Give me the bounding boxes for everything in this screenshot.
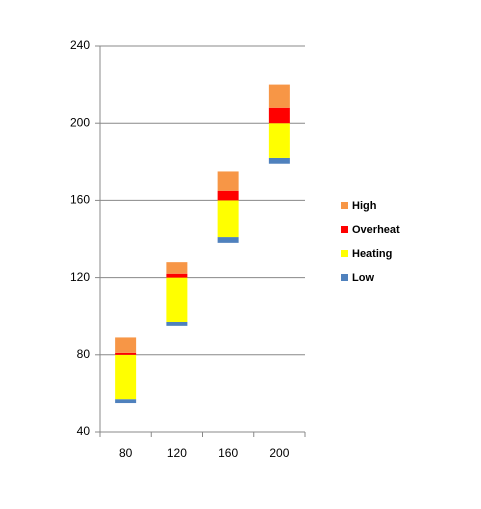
- legend-label: Heating: [352, 248, 392, 260]
- x-tick-label: 160: [218, 446, 238, 460]
- legend-swatch: [341, 226, 348, 233]
- bar-segment: [166, 321, 188, 326]
- bar-segment: [217, 200, 239, 238]
- bar-segment: [268, 107, 290, 124]
- bar-segment: [115, 352, 137, 355]
- bar-segment: [217, 237, 239, 243]
- x-tick-label: 200: [269, 446, 289, 460]
- y-tick-label: 40: [77, 424, 91, 438]
- bar-segment: [166, 273, 188, 278]
- legend-swatch: [341, 202, 348, 209]
- bar-segment: [217, 171, 239, 191]
- y-tick-label: 80: [77, 347, 91, 361]
- legend-label: High: [352, 200, 377, 212]
- y-tick-label: 200: [70, 115, 90, 129]
- bar-segment: [268, 123, 290, 158]
- bar-segment: [115, 354, 137, 400]
- x-tick-label: 120: [167, 446, 187, 460]
- legend-label: Overheat: [352, 224, 400, 236]
- bar-segment: [268, 157, 290, 164]
- bar-segment: [166, 277, 188, 322]
- bar-segment: [217, 190, 239, 201]
- bar-segment: [115, 337, 137, 353]
- x-tick-label: 80: [119, 446, 133, 460]
- y-tick-label: 160: [70, 193, 90, 207]
- y-tick-label: 240: [70, 38, 90, 52]
- bar-segment: [115, 399, 137, 404]
- legend-swatch: [341, 250, 348, 257]
- legend-swatch: [341, 274, 348, 281]
- bar-segment: [268, 84, 290, 108]
- y-tick-label: 120: [70, 270, 90, 284]
- bar-segment: [166, 262, 188, 274]
- legend-label: Low: [352, 272, 374, 284]
